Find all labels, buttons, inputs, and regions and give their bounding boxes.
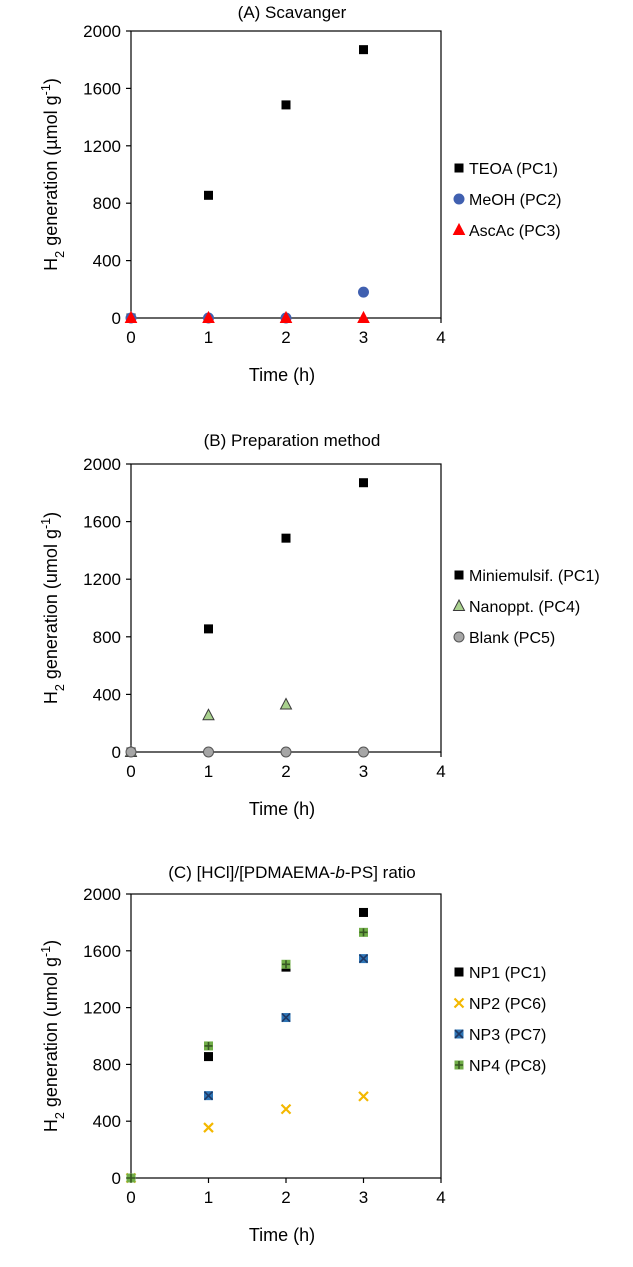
y-tick-label: 400 bbox=[93, 252, 121, 271]
data-point bbox=[126, 1173, 136, 1183]
chart-title: (B) Preparation method bbox=[204, 431, 381, 450]
y-tick-label: 0 bbox=[112, 309, 121, 328]
y-tick-label: 800 bbox=[93, 1055, 121, 1074]
y-tick-label: 1200 bbox=[83, 999, 121, 1018]
legend-marker bbox=[454, 570, 464, 580]
legend-label: TEOA (PC1) bbox=[469, 161, 558, 178]
legend-marker bbox=[454, 163, 464, 173]
legend-marker bbox=[453, 193, 465, 205]
y-axis-label: H2 generation (µmol g-1) bbox=[39, 78, 67, 271]
chart-title: (C) [HCl]/[PDMAEMA-b-PS] ratio bbox=[168, 863, 416, 882]
x-tick-label: 4 bbox=[436, 1188, 445, 1207]
y-axis-label: H2 generation (umol g-1) bbox=[39, 940, 67, 1132]
data-point bbox=[281, 533, 291, 543]
x-tick-label: 2 bbox=[281, 328, 290, 347]
data-point bbox=[202, 708, 215, 721]
legend-marker bbox=[453, 997, 465, 1009]
x-tick-label: 1 bbox=[204, 762, 213, 781]
y-tick-label: 1200 bbox=[83, 137, 121, 156]
y-tick-label: 0 bbox=[112, 743, 121, 762]
y-tick-label: 1200 bbox=[83, 570, 121, 589]
data-point bbox=[202, 310, 215, 323]
data-point bbox=[203, 746, 214, 758]
y-axis-label: H2 generation (umol g-1) bbox=[39, 512, 67, 704]
x-tick-label: 3 bbox=[359, 762, 368, 781]
data-point bbox=[358, 746, 369, 758]
y-tick-label: 1600 bbox=[83, 942, 121, 961]
data-point bbox=[358, 1091, 369, 1102]
legend-marker bbox=[454, 1060, 464, 1070]
x-tick-label: 4 bbox=[436, 328, 445, 347]
panel-a-scavanger-chart: (A) Scavanger 0 400 800 1200 1600 2000 0 1 2 3 4 Tim… bbox=[39, 3, 561, 385]
panel-c-ratio-chart: (C) [HCl]/[PDMAEMA-b-PS] ratio0400800120… bbox=[39, 863, 546, 1245]
x-tick-label: 0 bbox=[126, 328, 135, 347]
data-point bbox=[280, 1103, 292, 1115]
x-tick-label: 2 bbox=[281, 762, 290, 781]
chart-title: (A) Scavanger bbox=[238, 3, 347, 22]
legend-marker bbox=[453, 631, 465, 643]
plot-area-frame bbox=[130, 30, 442, 319]
y-tick-label: 800 bbox=[93, 628, 121, 647]
data-point bbox=[359, 907, 368, 917]
y-tick-label: 1600 bbox=[83, 79, 121, 98]
x-tick-label: 0 bbox=[126, 1188, 135, 1207]
legend-marker bbox=[454, 967, 464, 977]
x-axis-label: Time (h) bbox=[249, 1225, 315, 1245]
x-tick-label: 4 bbox=[436, 762, 445, 781]
data-point bbox=[359, 927, 368, 937]
y-tick-label: 0 bbox=[112, 1169, 121, 1188]
legend-label: MeOH (PC2) bbox=[469, 192, 561, 209]
x-axis-label: Time (h) bbox=[249, 365, 315, 385]
x-tick-label: 0 bbox=[126, 762, 135, 781]
data-point bbox=[281, 1012, 291, 1023]
y-tick-label: 800 bbox=[93, 194, 121, 213]
y-tick-label: 2000 bbox=[83, 455, 121, 474]
data-point bbox=[281, 959, 291, 969]
x-tick-label: 2 bbox=[281, 1188, 290, 1207]
data-point bbox=[358, 954, 369, 964]
data-point bbox=[203, 1091, 214, 1101]
legend-marker bbox=[452, 222, 466, 235]
legend-label: NP3 (PC7) bbox=[469, 1027, 546, 1044]
legend-label: NP1 (PC1) bbox=[469, 965, 546, 982]
legend-label: Nanoppt. (PC4) bbox=[469, 599, 580, 616]
x-tick-label: 1 bbox=[204, 328, 213, 347]
data-point bbox=[280, 746, 292, 758]
legend-label: Miniemulsif. (PC1) bbox=[469, 568, 600, 585]
x-tick-label: 3 bbox=[359, 328, 368, 347]
data-point bbox=[357, 310, 370, 323]
legend-label: NP2 (PC6) bbox=[469, 996, 546, 1013]
x-tick-label: 1 bbox=[204, 1188, 213, 1207]
y-tick-label: 2000 bbox=[83, 885, 121, 904]
panel-b-preparation-method-chart: (B) Preparation method 0 400 800 1200 1600 200… bbox=[39, 431, 600, 819]
legend-label: NP4 (PC8) bbox=[469, 1058, 546, 1075]
plot-area-frame bbox=[130, 893, 442, 1179]
data-point bbox=[204, 624, 213, 634]
data-point bbox=[203, 1122, 214, 1133]
data-point bbox=[359, 45, 368, 55]
data-point bbox=[204, 190, 213, 200]
legend-marker bbox=[452, 598, 466, 611]
data-point bbox=[281, 100, 291, 110]
x-tick-label: 3 bbox=[359, 1188, 368, 1207]
data-point bbox=[125, 746, 137, 758]
y-tick-label: 400 bbox=[93, 1112, 121, 1131]
y-tick-label: 400 bbox=[93, 685, 121, 704]
data-point bbox=[204, 1041, 213, 1051]
data-point bbox=[359, 478, 368, 488]
legend-label: AscAc (PC3) bbox=[469, 223, 561, 240]
legend-marker bbox=[454, 1029, 464, 1039]
y-tick-label: 2000 bbox=[83, 22, 121, 41]
data-point bbox=[279, 310, 293, 323]
legend-label: Blank (PC5) bbox=[469, 630, 555, 647]
data-point bbox=[358, 286, 369, 298]
data-point bbox=[124, 310, 138, 323]
data-point bbox=[279, 697, 293, 710]
y-tick-label: 1600 bbox=[83, 513, 121, 532]
x-axis-label: Time (h) bbox=[249, 799, 315, 819]
data-point bbox=[204, 1052, 213, 1062]
